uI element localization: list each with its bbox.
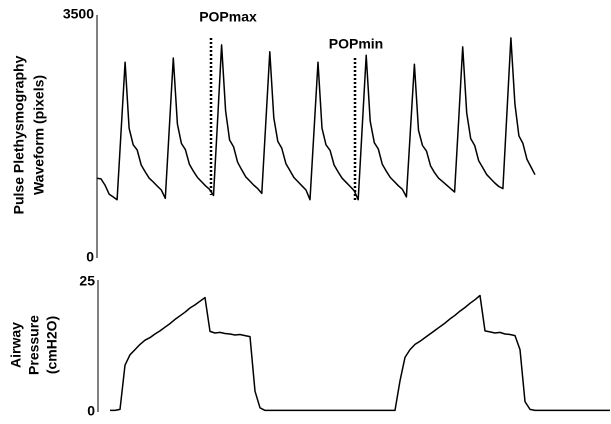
- y-axis-label: Pulse Plethysmography Waveform (pixels): [11, 55, 47, 214]
- y-tick-label: 0: [86, 249, 94, 265]
- y-axis-label-line: Airway: [8, 322, 24, 368]
- y-axis-label-line: (cmH2O): [44, 316, 60, 374]
- annotation: POPmin: [329, 36, 383, 52]
- y-tick-label: 25: [79, 273, 95, 289]
- waveform: [110, 294, 610, 412]
- annotation: POPmax: [199, 9, 257, 25]
- y-axis-label: Airway Pressure (cmH2O): [8, 315, 60, 375]
- y-axis-label-line: Waveform (pixels): [31, 75, 47, 195]
- y-axis-label-line: Pressure: [26, 315, 42, 375]
- y-tick-label: 0: [87, 403, 95, 419]
- waveform: [96, 37, 536, 201]
- y-tick-label: 3500: [63, 6, 94, 22]
- y-axis-label-line: Pulse Plethysmography: [11, 55, 27, 214]
